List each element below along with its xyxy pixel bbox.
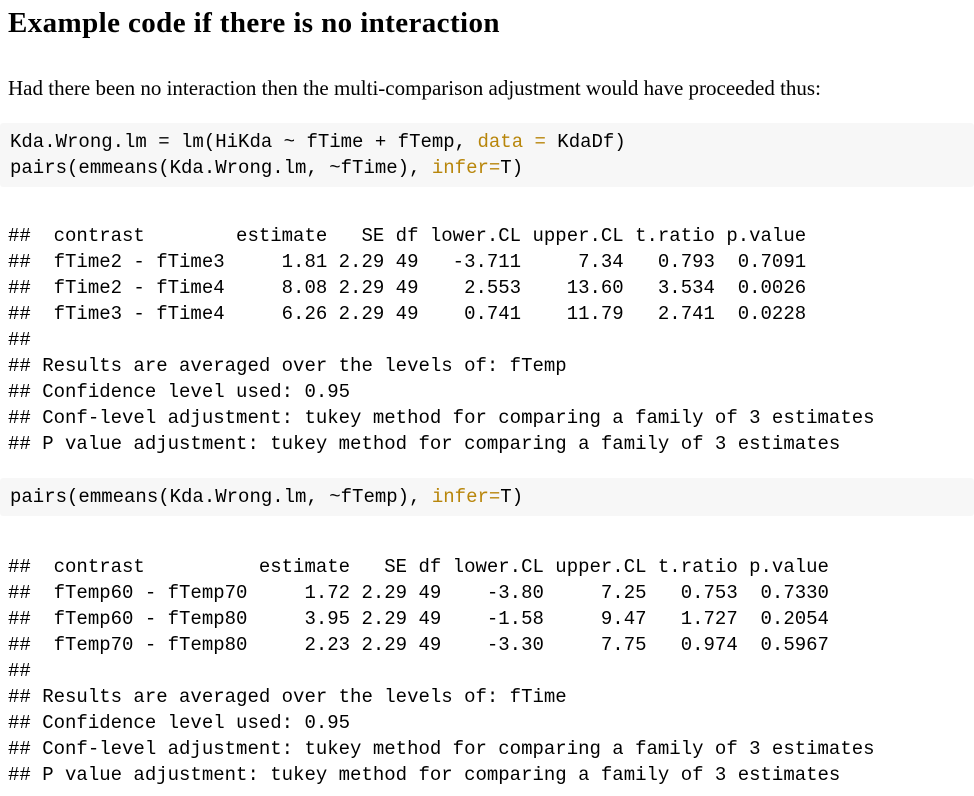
rendered-rmarkdown-document: Example code if there is no interaction … (0, 7, 974, 788)
intro-paragraph: Had there been no interaction then the m… (8, 76, 821, 100)
r-code-chunk-ftemp-pairs: pairs(emmeans(Kda.Wrong.lm, ~fTemp), inf… (0, 478, 974, 516)
r-code-chunk-model-and-ftime-pairs: Kda.Wrong.lm = lm(HiKda ~ fTime + fTemp,… (0, 123, 974, 187)
r-console-output-ftime-contrasts: ## contrast estimate SE df lower.CL uppe… (8, 225, 875, 455)
section-heading: Example code if there is no interaction (8, 7, 500, 39)
r-console-output-ftemp-contrasts: ## contrast estimate SE df lower.CL uppe… (8, 556, 875, 786)
